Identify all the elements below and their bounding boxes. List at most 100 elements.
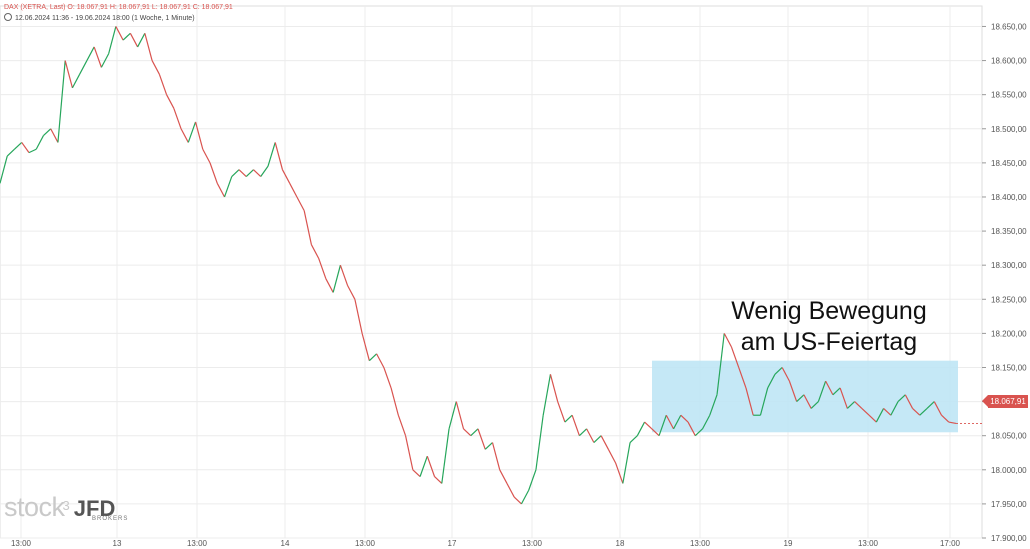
price-segment	[796, 394, 805, 403]
y-tick-label: 17.900,00	[991, 534, 1027, 543]
price-segment	[701, 414, 711, 430]
x-tick-label: 13:00	[187, 539, 208, 548]
x-tick-label: 14	[281, 539, 290, 548]
y-tick-label: 18.500,00	[991, 125, 1027, 134]
y-tick-label: 17.950,00	[991, 500, 1027, 509]
x-tick-label: 13:00	[522, 539, 543, 548]
price-segment	[397, 415, 407, 436]
price-segment	[912, 407, 921, 416]
y-tick-label: 18.200,00	[991, 329, 1027, 338]
price-segment	[325, 278, 334, 293]
price-segment	[738, 367, 747, 389]
price-segment	[520, 489, 530, 505]
price-segment	[687, 421, 696, 436]
price-segment	[673, 414, 682, 430]
price-segment	[759, 387, 769, 416]
price-segment	[303, 210, 313, 245]
price-segment	[730, 346, 740, 368]
price-segment	[419, 455, 428, 477]
price-segment	[825, 380, 834, 396]
price-segment	[194, 121, 204, 150]
price-segment	[557, 401, 566, 423]
price-segment	[21, 142, 30, 153]
price-segment	[716, 333, 725, 395]
price-segment	[86, 46, 95, 61]
price-segment	[774, 367, 783, 375]
price-segment	[368, 353, 378, 362]
price-segment	[919, 407, 928, 416]
price-segment	[434, 476, 443, 484]
price-segment	[622, 442, 631, 484]
price-segment	[6, 148, 15, 157]
price-segment	[187, 121, 197, 143]
price-segment	[861, 407, 870, 416]
price-segment	[231, 169, 240, 177]
price-segment	[745, 387, 754, 416]
y-tick-label: 18.450,00	[991, 159, 1027, 168]
plot-area	[0, 5, 983, 539]
price-segment	[549, 374, 559, 402]
price-segment	[361, 333, 370, 361]
price-segment	[839, 387, 848, 409]
price-segment	[100, 53, 110, 68]
price-segment	[586, 428, 595, 443]
y-tick-label: 18.350,00	[991, 227, 1027, 236]
price-segment	[767, 374, 776, 389]
logo-brokers-text: BROKERS	[92, 516, 129, 522]
price-segment	[289, 183, 298, 198]
price-segment	[158, 74, 168, 95]
price-segment	[354, 299, 363, 334]
price-segment	[14, 141, 23, 150]
price-segment	[506, 483, 515, 498]
price-segment	[209, 162, 218, 184]
price-segment	[709, 394, 718, 416]
y-tick-label: 18.000,00	[991, 466, 1027, 475]
price-segment	[93, 46, 102, 68]
price-segment	[426, 455, 436, 477]
price-segment	[71, 73, 81, 89]
price-segment	[832, 387, 841, 396]
price-segment	[180, 128, 189, 143]
price-segment	[129, 33, 139, 48]
price-segment	[528, 469, 537, 491]
last-price-arrow	[982, 395, 988, 407]
price-segment	[694, 428, 703, 437]
price-segment	[890, 401, 899, 416]
price-segment	[846, 401, 856, 409]
price-segment	[296, 196, 305, 211]
price-segment	[253, 169, 262, 177]
price-segment	[854, 401, 863, 409]
chart-annotation: Wenig Bewegung am US-Feiertag	[712, 296, 946, 358]
x-tick-label: 13:00	[11, 539, 32, 548]
price-segment	[542, 374, 552, 416]
logo-three-text: 3	[62, 497, 70, 513]
y-tick-label: 18.650,00	[991, 22, 1027, 31]
price-segment	[644, 421, 653, 430]
price-segment	[600, 435, 609, 450]
price-segment	[904, 394, 914, 409]
price-segment	[115, 26, 124, 41]
price-segment	[238, 169, 247, 177]
x-tick-label: 19	[784, 539, 793, 548]
price-segment	[463, 428, 472, 437]
price-segment	[332, 265, 341, 293]
annotation-line-2: am US-Feiertag	[740, 328, 918, 356]
x-tick-label: 13	[113, 539, 122, 548]
y-tick-label: 18.050,00	[991, 432, 1027, 441]
price-segment	[173, 108, 182, 129]
price-segment	[404, 435, 414, 470]
price-segment	[607, 449, 617, 464]
price-segment	[455, 401, 465, 430]
price-segment	[535, 415, 544, 470]
price-segment	[941, 414, 950, 423]
price-segment	[593, 435, 602, 443]
price-segment	[122, 32, 131, 41]
clock-icon	[4, 13, 12, 21]
price-segment	[108, 26, 117, 54]
price-segment	[310, 244, 320, 259]
price-segment	[245, 169, 254, 177]
price-segment	[926, 401, 935, 409]
price-segment	[151, 60, 160, 75]
price-segment	[651, 428, 660, 437]
y-tick-label: 18.600,00	[991, 57, 1027, 66]
